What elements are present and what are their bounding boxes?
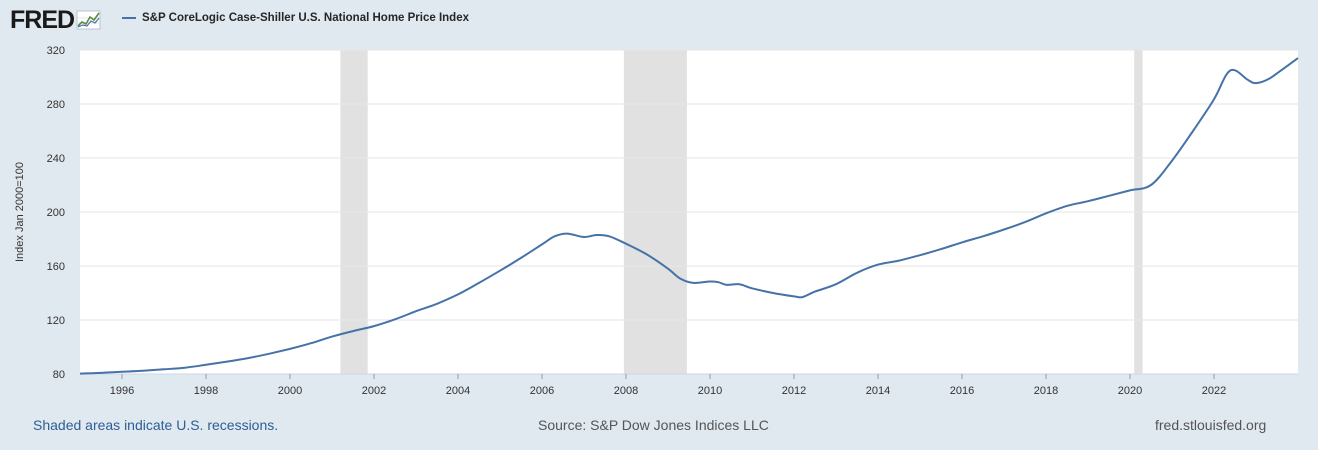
- x-tick-label: 2002: [362, 385, 386, 397]
- source-note: Source: S&P Dow Jones Indices LLC: [538, 417, 769, 433]
- x-tick-label: 2022: [1202, 385, 1226, 397]
- y-tick-label: 320: [47, 45, 65, 57]
- x-tick-label: 2020: [1118, 385, 1142, 397]
- x-tick-label: 1996: [110, 385, 134, 397]
- y-tick-label: 240: [47, 153, 65, 165]
- x-tick-label: 2006: [530, 385, 554, 397]
- fred-logo-text: FRED: [10, 5, 75, 34]
- y-tick-label: 120: [47, 315, 65, 327]
- gridlines: [80, 49, 1298, 375]
- y-tick-label: 200: [47, 207, 65, 219]
- fred-logo[interactable]: FRED: [10, 6, 102, 34]
- y-tick-label: 160: [47, 261, 65, 273]
- x-tick-label: 2000: [278, 385, 302, 397]
- x-tick-label: 2016: [950, 385, 974, 397]
- chart-line-icon: [76, 10, 101, 30]
- legend-swatch: [122, 17, 136, 19]
- series-line: [79, 57, 1299, 375]
- y-axis-ticks: 80 120 160 200 240 280 320: [47, 45, 65, 381]
- x-tick-label: 2018: [1034, 385, 1058, 397]
- x-tick-label: 2004: [446, 385, 470, 397]
- y-axis-label: Index Jan 2000=100: [14, 162, 26, 262]
- y-tick-label: 280: [47, 99, 65, 111]
- x-axis-ticks: 1996 1998 2000 2002 2004 2006 2008 2010 2012 2014…: [110, 374, 1226, 397]
- site-link[interactable]: fred.stlouisfed.org: [1155, 417, 1267, 433]
- y-tick-label: 80: [53, 369, 65, 381]
- chart-header: FRED S&P CoreLogic Case-Shiller U.S. Nat…: [0, 0, 1318, 40]
- x-tick-label: 2008: [614, 385, 638, 397]
- recession-note[interactable]: Shaded areas indicate U.S. recessions.: [33, 417, 279, 433]
- x-tick-label: 1998: [194, 385, 218, 397]
- legend-label: S&P CoreLogic Case-Shiller U.S. National…: [142, 12, 469, 24]
- line-chart: 80 120 160 200 240 280 320 1996 1998 2000 2002 200…: [14, 45, 1299, 397]
- x-tick-label: 2010: [698, 385, 722, 397]
- x-tick-label: 2012: [782, 385, 806, 397]
- chart-legend: S&P CoreLogic Case-Shiller U.S. National…: [122, 12, 469, 24]
- x-tick-label: 2014: [866, 385, 890, 397]
